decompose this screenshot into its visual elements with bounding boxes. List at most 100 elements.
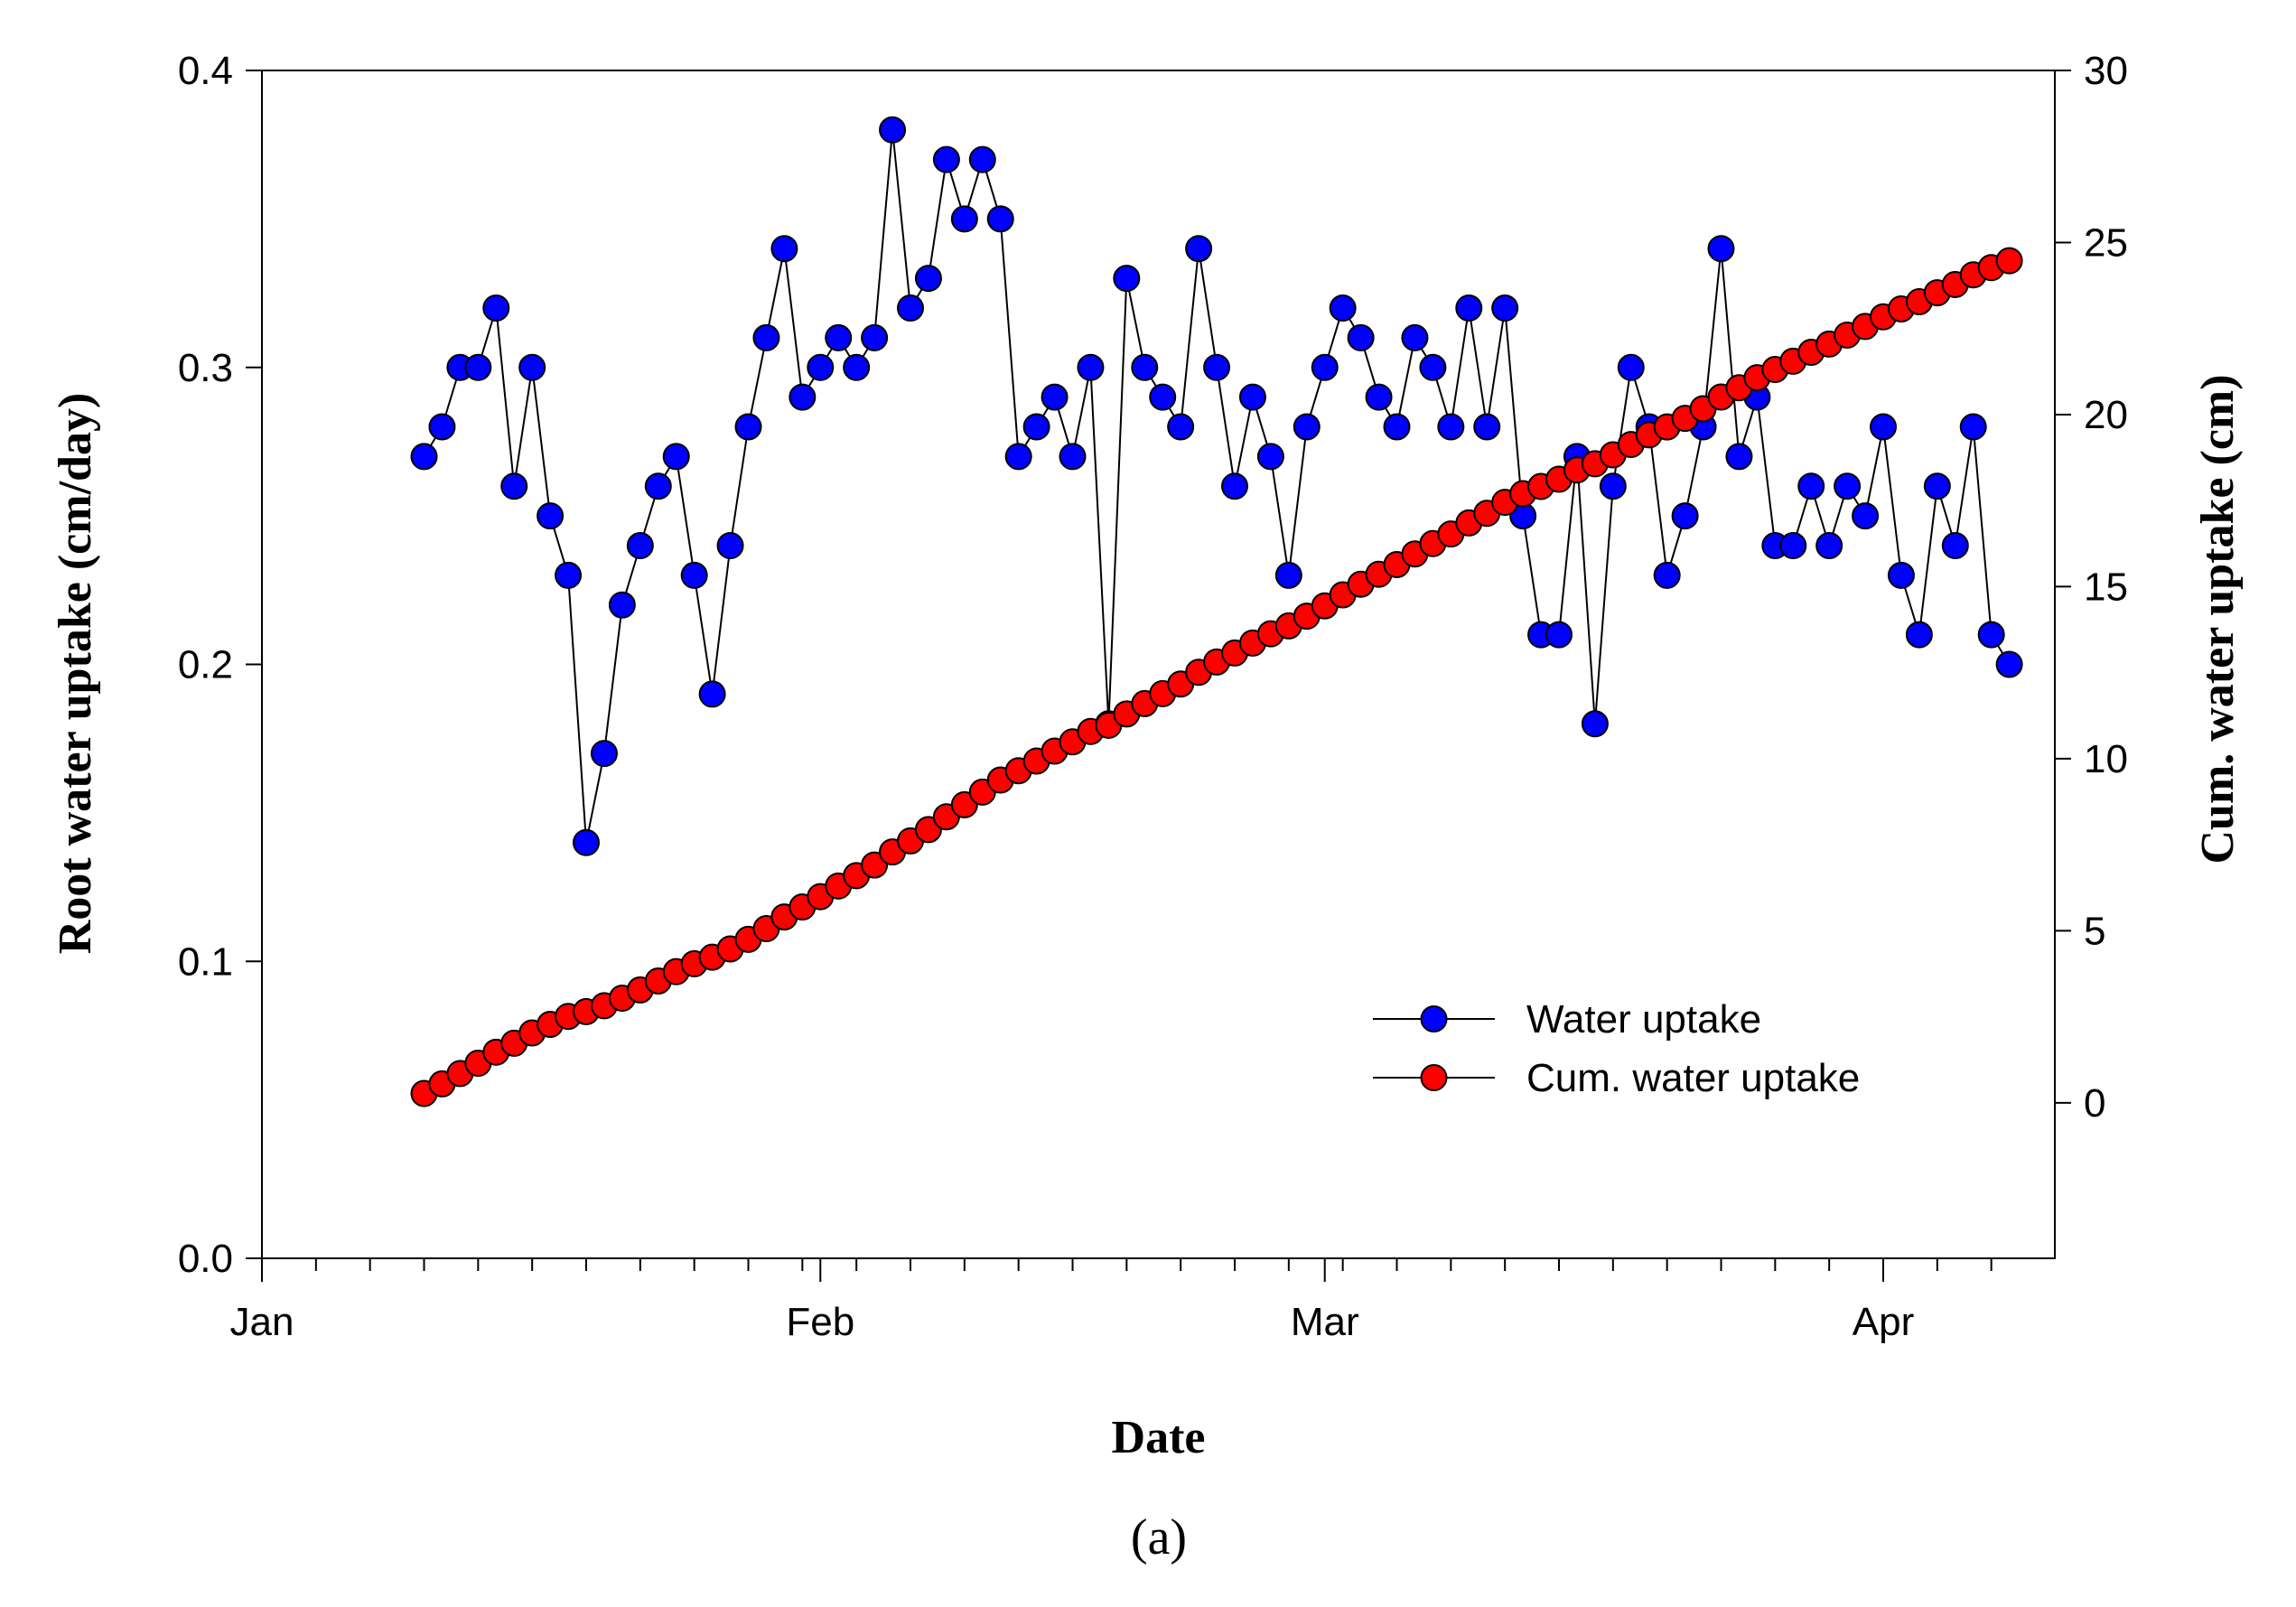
water-uptake-point <box>1671 502 1699 530</box>
water-uptake-point <box>662 443 690 471</box>
water-uptake-point <box>1274 561 1302 589</box>
water-uptake-point <box>950 205 978 233</box>
water-uptake-point <box>914 265 942 293</box>
water-uptake-point <box>1256 443 1284 471</box>
left-y-tick-label: 0.0 <box>178 1237 233 1281</box>
water-uptake-point <box>1473 413 1501 441</box>
right-y-tick-label: 5 <box>2084 909 2105 953</box>
water-uptake-point <box>1707 235 1735 263</box>
water-uptake-point <box>734 413 762 441</box>
water-uptake-point <box>1617 353 1645 381</box>
water-uptake-point <box>1653 561 1681 589</box>
water-uptake-point <box>680 561 708 589</box>
water-uptake-point <box>626 532 654 559</box>
water-uptake-point <box>518 353 546 381</box>
x-tick-label: Mar <box>1291 1300 1359 1344</box>
water-uptake-point <box>1329 294 1357 322</box>
water-uptake-point <box>843 353 871 381</box>
water-uptake-point <box>1347 323 1375 351</box>
water-uptake-point <box>1905 621 1933 649</box>
water-uptake-point <box>410 443 438 471</box>
water-uptake-point <box>1113 265 1141 293</box>
water-uptake-point <box>1995 650 2023 678</box>
left-y-axis: 0.0 0.1 0.2 0.3 0.4 <box>178 49 262 1281</box>
right-y-tick-label: 10 <box>2084 737 2128 781</box>
left-y-tick-label: 0.2 <box>178 643 233 687</box>
water-uptake-point <box>644 472 672 500</box>
water-uptake-point <box>555 561 583 589</box>
right-y-tick-label: 15 <box>2084 565 2128 609</box>
water-uptake-point <box>1293 413 1321 441</box>
water-uptake-point <box>1365 383 1393 411</box>
water-uptake-point <box>1437 413 1465 441</box>
water-uptake-point <box>1959 413 1987 441</box>
water-uptake-point <box>573 828 600 856</box>
right-y-tick-label: 20 <box>2084 393 2128 437</box>
water-uptake-point <box>1203 353 1231 381</box>
water-uptake-point <box>789 383 817 411</box>
water-uptake-point <box>932 145 960 173</box>
left-y-tick-label: 0.3 <box>178 346 233 390</box>
water-uptake-point <box>879 116 907 144</box>
water-uptake-point <box>1887 561 1915 589</box>
legend: Water uptake Cum. water uptake <box>1373 997 1860 1100</box>
water-uptake-point <box>1870 413 1897 441</box>
left-y-tick-label: 0.4 <box>178 49 233 93</box>
left-y-axis-title: Root water uptake (cm/day) <box>50 393 101 955</box>
water-uptake-point <box>1455 294 1483 322</box>
right-y-tick-label: 25 <box>2084 220 2128 265</box>
right-y-axis-title: Cum. water uptake (cm) <box>2192 374 2244 864</box>
x-tick-label: Jan <box>230 1300 294 1344</box>
water-uptake-point <box>1131 353 1159 381</box>
water-uptake-point <box>1725 443 1753 471</box>
water-uptake-point <box>428 413 456 441</box>
water-uptake-point <box>897 294 924 322</box>
water-uptake-point <box>1834 472 1862 500</box>
water-uptake-point <box>1004 443 1032 471</box>
water-uptake-point <box>1779 532 1807 559</box>
water-uptake-point <box>986 205 1014 233</box>
water-uptake-point <box>1545 621 1573 649</box>
water-uptake-point <box>1041 383 1069 411</box>
water-uptake-point <box>537 502 565 530</box>
x-tick-label: Apr <box>1853 1300 1914 1344</box>
water-uptake-point <box>825 323 853 351</box>
water-uptake-point <box>500 472 528 500</box>
cum-water-uptake-point <box>1995 247 2023 275</box>
water-uptake-point <box>1419 353 1447 381</box>
water-uptake-point <box>1077 353 1105 381</box>
water-uptake-point <box>1167 413 1195 441</box>
water-uptake-point <box>464 353 492 381</box>
panel-label: (a) <box>1131 1509 1187 1565</box>
water-uptake-point <box>1581 710 1609 738</box>
water-uptake-point <box>1941 532 1969 559</box>
right-y-axis: 0 5 10 15 20 25 30 <box>2055 49 2128 1126</box>
x-tick-label: Feb <box>786 1300 854 1344</box>
water-uptake-point <box>1149 383 1177 411</box>
water-uptake-point <box>1491 294 1519 322</box>
water-uptake-point <box>861 323 889 351</box>
water-uptake-point <box>1815 532 1843 559</box>
water-uptake-point <box>1311 353 1339 381</box>
water-uptake-point <box>770 235 798 263</box>
water-uptake-point <box>1238 383 1266 411</box>
water-uptake-point <box>807 353 835 381</box>
left-y-tick-label: 0.1 <box>178 939 233 984</box>
water-uptake-point <box>752 323 780 351</box>
legend-label: Cum. water uptake <box>1526 1056 1860 1100</box>
water-uptake-point <box>1852 502 1880 530</box>
water-uptake-point <box>1185 235 1213 263</box>
water-uptake-point <box>590 740 618 768</box>
water-uptake-point <box>1383 413 1411 441</box>
water-uptake-point <box>1401 323 1429 351</box>
x-axis-title: Date <box>1112 1412 1206 1463</box>
water-uptake-point <box>1923 472 1951 500</box>
legend-marker <box>1420 1005 1448 1032</box>
series-water-uptake <box>410 116 2023 856</box>
water-uptake-point <box>1022 413 1050 441</box>
water-uptake-point <box>1599 472 1627 500</box>
series-layer <box>410 116 2023 1107</box>
water-uptake-point <box>1059 443 1087 471</box>
water-uptake-point <box>1797 472 1825 500</box>
